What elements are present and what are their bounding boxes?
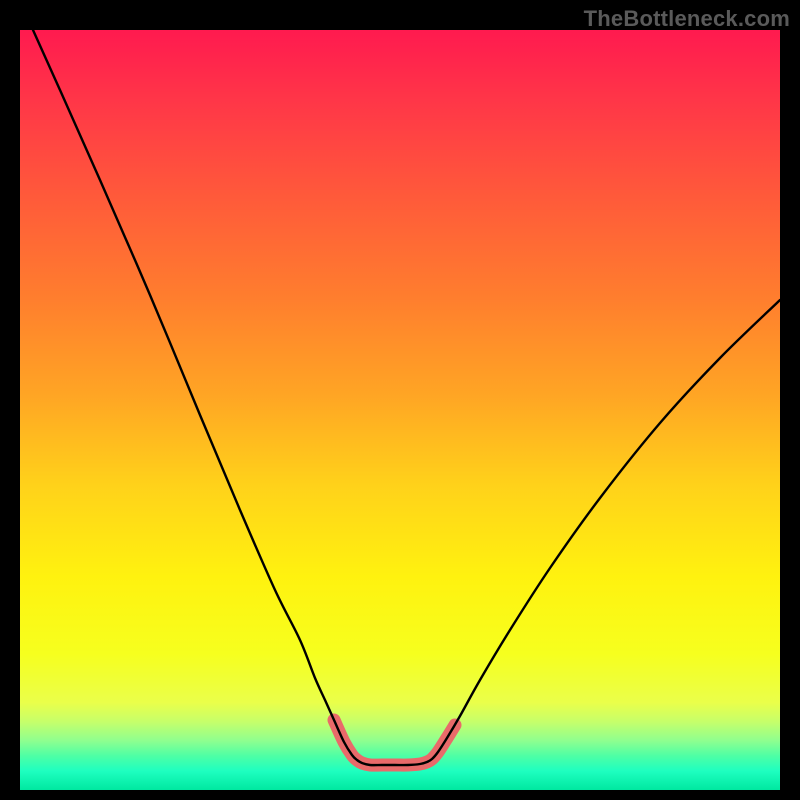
bottleneck-chart: TheBottleneck.com (0, 0, 800, 800)
watermark-text: TheBottleneck.com (584, 6, 790, 32)
chart-svg (0, 0, 800, 800)
chart-plot-background (20, 30, 780, 790)
